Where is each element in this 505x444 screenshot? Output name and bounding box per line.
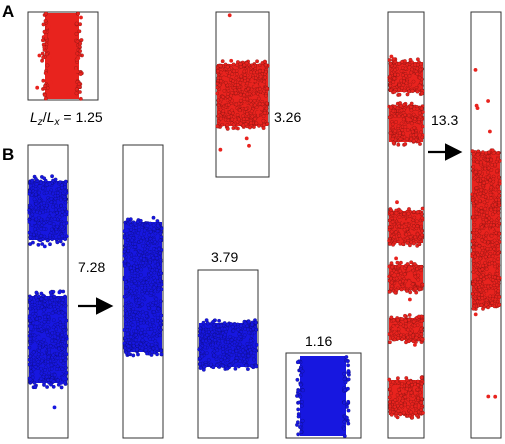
label-3-26: 3.26 xyxy=(274,109,301,125)
particle-cluster-b1 xyxy=(27,174,69,410)
label-7-28: 7.28 xyxy=(78,259,105,275)
label-3-79: 3.79 xyxy=(211,249,238,265)
particle-cluster-a1 xyxy=(35,11,84,101)
particle-cluster-b4 xyxy=(295,355,351,439)
label-1-16: 1.16 xyxy=(305,333,332,349)
particle-cluster-a3 xyxy=(387,54,426,420)
particle-cluster-b3 xyxy=(197,318,259,372)
panel-letter-a: A xyxy=(2,2,14,21)
particle-cluster-b2 xyxy=(122,215,164,358)
label-13-3: 13.3 xyxy=(431,112,458,128)
particle-cluster-a2 xyxy=(215,13,270,152)
particle-cluster-a4 xyxy=(470,68,502,399)
panel-letter-b: B xyxy=(2,145,14,164)
aspect-ratio-label: Lz/Lx = 1.25 xyxy=(30,109,103,128)
